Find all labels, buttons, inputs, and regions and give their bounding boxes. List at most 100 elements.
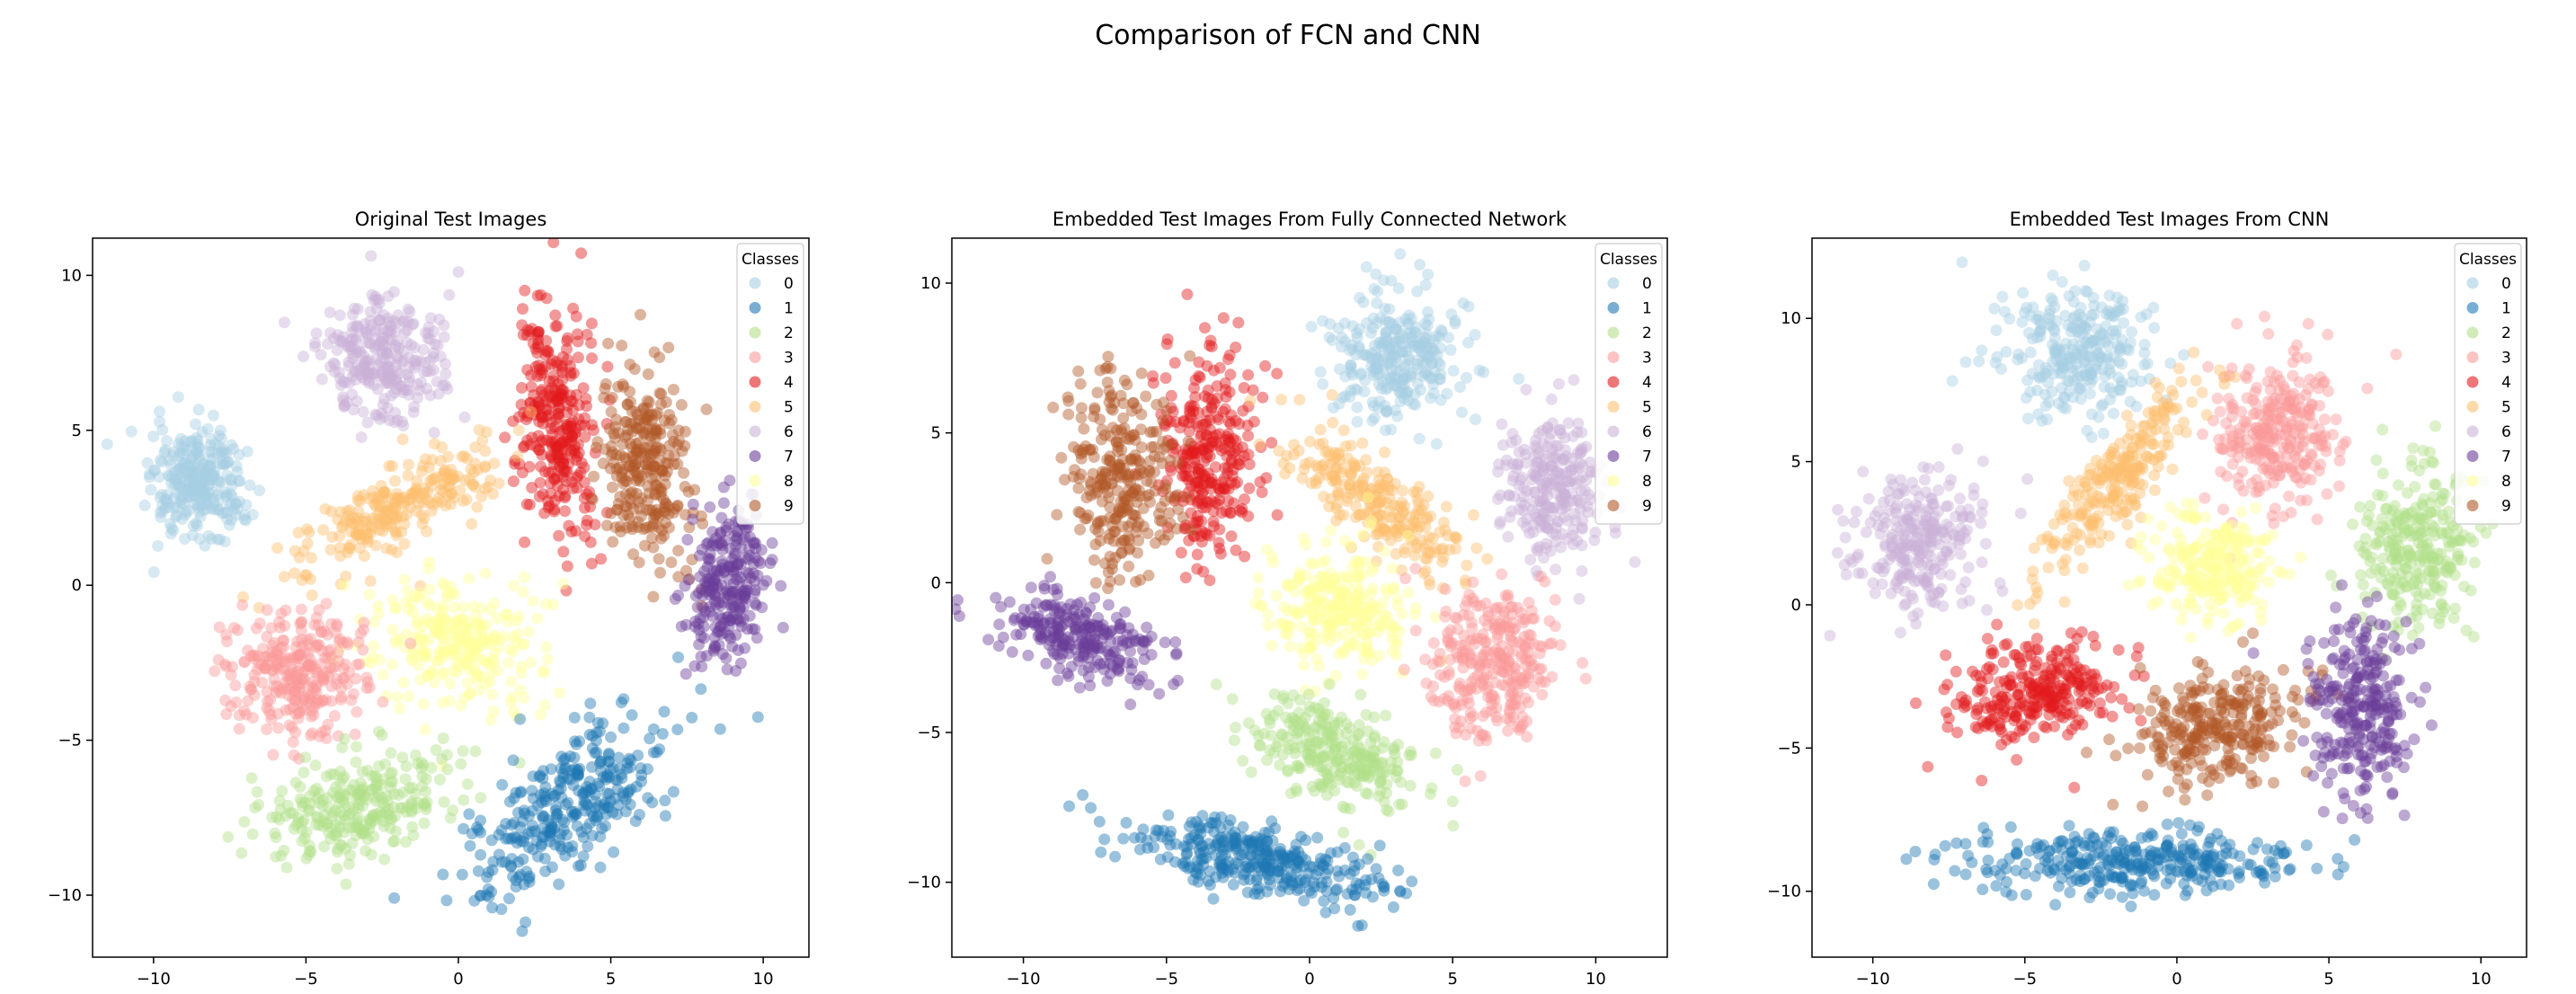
point-class-3 xyxy=(1464,722,1477,734)
point-class-8 xyxy=(484,714,497,726)
point-class-8 xyxy=(522,626,535,638)
point-class-4 xyxy=(531,347,544,359)
point-class-8 xyxy=(353,613,366,626)
point-class-9 xyxy=(1061,391,1074,404)
point-class-4 xyxy=(551,471,564,484)
point-class-7 xyxy=(712,581,724,594)
point-class-8 xyxy=(515,667,528,679)
point-class-0 xyxy=(159,501,172,514)
point-class-4 xyxy=(579,530,591,543)
point-class-7 xyxy=(706,581,719,593)
point-class-0 xyxy=(203,445,216,457)
legend-label-4: 4 xyxy=(784,374,794,392)
point-class-4 xyxy=(517,329,529,341)
point-class-1 xyxy=(471,821,484,834)
point-class-4 xyxy=(1147,377,1159,389)
point-class-9 xyxy=(617,438,629,450)
point-class-9 xyxy=(1112,440,1124,453)
point-class-6 xyxy=(395,380,407,393)
point-class-5 xyxy=(467,466,480,479)
point-class-8 xyxy=(428,626,440,638)
point-class-4 xyxy=(521,410,534,422)
point-class-9 xyxy=(621,398,634,411)
point-class-9 xyxy=(688,484,701,496)
point-class-6 xyxy=(342,341,354,353)
point-class-6 xyxy=(350,320,362,333)
point-class-0 xyxy=(196,426,209,439)
point-class-8 xyxy=(1270,590,1283,602)
point-class-4 xyxy=(536,411,548,423)
point-class-0 xyxy=(187,519,200,532)
point-class-0 xyxy=(1389,378,1401,391)
point-class-3 xyxy=(310,697,323,709)
point-class-7 xyxy=(723,573,735,586)
point-class-6 xyxy=(433,313,446,325)
point-class-9 xyxy=(1055,451,1068,464)
point-class-7 xyxy=(732,644,744,656)
point-class-6 xyxy=(333,367,345,378)
point-class-9 xyxy=(646,532,659,545)
point-class-7 xyxy=(1038,617,1051,629)
point-class-4 xyxy=(561,560,573,572)
point-class-8 xyxy=(445,586,457,599)
point-class-9 xyxy=(1041,553,1053,565)
point-class-6 xyxy=(1520,384,1532,395)
point-class-5 xyxy=(1337,424,1350,437)
point-class-8 xyxy=(479,654,492,667)
point-class-9 xyxy=(1091,518,1104,530)
point-class-9 xyxy=(1157,414,1169,427)
point-class-9 xyxy=(1116,506,1129,519)
point-class-5 xyxy=(1318,491,1330,502)
point-class-4 xyxy=(536,384,548,396)
point-class-1 xyxy=(518,831,530,844)
point-class-0 xyxy=(1345,366,1357,378)
point-class-6 xyxy=(390,374,403,386)
point-class-6 xyxy=(378,411,391,422)
point-class-3 xyxy=(1517,617,1530,629)
point-class-9 xyxy=(1088,554,1100,566)
point-class-9 xyxy=(1103,385,1115,397)
point-class-4 xyxy=(537,417,549,430)
point-class-4 xyxy=(559,490,572,502)
point-class-2 xyxy=(367,784,379,796)
point-class-5 xyxy=(369,500,382,512)
point-class-5 xyxy=(442,450,454,463)
point-class-5 xyxy=(298,545,310,557)
point-class-7 xyxy=(748,537,760,550)
point-class-3 xyxy=(1506,679,1519,691)
point-class-5 xyxy=(398,499,410,511)
point-class-1 xyxy=(584,697,597,710)
point-class-0 xyxy=(213,430,226,442)
point-class-9 xyxy=(632,472,644,484)
point-class-8 xyxy=(1266,556,1279,569)
point-class-6 xyxy=(410,354,422,367)
point-class-9 xyxy=(645,459,658,471)
point-class-9 xyxy=(1157,435,1169,448)
point-class-6 xyxy=(407,317,420,330)
point-class-5 xyxy=(375,518,387,530)
point-class-5 xyxy=(361,528,374,540)
point-class-4 xyxy=(553,426,565,439)
point-class-0 xyxy=(200,466,212,479)
point-class-7 xyxy=(751,632,763,644)
point-class-2 xyxy=(246,828,259,840)
point-class-0 xyxy=(156,499,168,511)
point-class-1 xyxy=(667,785,680,798)
point-class-7 xyxy=(1022,649,1035,661)
point-class-2 xyxy=(399,773,412,785)
point-class-4 xyxy=(1175,546,1187,559)
point-class-9 xyxy=(648,448,661,460)
point-class-6 xyxy=(432,387,445,400)
point-class-9 xyxy=(599,443,611,456)
point-class-0 xyxy=(216,446,227,458)
point-class-7 xyxy=(1124,698,1137,711)
point-class-6 xyxy=(389,339,402,351)
point-class-4 xyxy=(550,356,563,368)
point-class-3 xyxy=(261,686,273,698)
point-class-9 xyxy=(618,416,631,428)
point-class-8 xyxy=(1305,585,1318,598)
point-class-1 xyxy=(519,807,531,820)
point-class-9 xyxy=(655,485,668,498)
point-class-9 xyxy=(620,453,632,466)
point-class-0 xyxy=(209,469,220,482)
